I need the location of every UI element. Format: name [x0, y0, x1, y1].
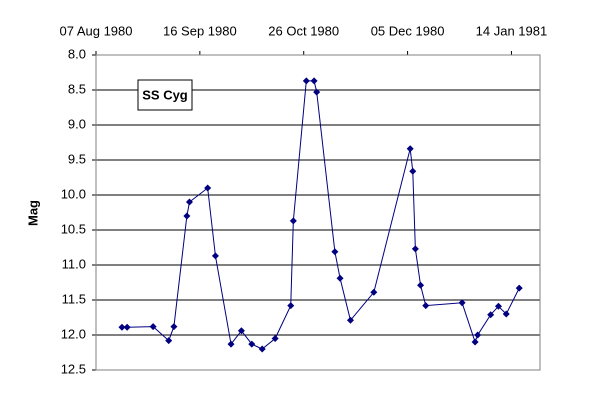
- marker: [204, 184, 212, 192]
- marker: [458, 299, 466, 307]
- marker: [494, 302, 502, 310]
- marker: [289, 217, 297, 225]
- marker: [346, 316, 354, 324]
- marker: [149, 323, 157, 331]
- marker: [287, 302, 295, 310]
- marker: [123, 323, 131, 331]
- x-tick-label: 16 Sep 1980: [163, 23, 237, 38]
- marker: [248, 340, 256, 348]
- y-tick-label: 9.5: [68, 151, 86, 166]
- marker: [237, 327, 245, 335]
- marker: [471, 338, 479, 346]
- marker: [170, 323, 178, 331]
- y-axis-label: Mag: [25, 200, 40, 226]
- y-tick-label: 12.5: [61, 361, 86, 376]
- x-tick-label: 26 Oct 1980: [268, 23, 339, 38]
- marker: [165, 337, 173, 345]
- plot-frame: [95, 54, 541, 371]
- marker: [406, 145, 414, 153]
- series-line: [121, 80, 520, 350]
- marker: [258, 345, 266, 353]
- marker: [417, 281, 425, 289]
- x-tick-label: 07 Aug 1980: [59, 23, 132, 38]
- y-tick-label: 8.0: [68, 46, 86, 61]
- y-tick-label: 12.0: [61, 326, 86, 341]
- y-tick-label: 9.0: [68, 116, 86, 131]
- marker: [487, 311, 495, 319]
- marker: [515, 284, 523, 292]
- marker: [211, 252, 219, 260]
- x-tick-label: 05 Dec 1980: [371, 23, 445, 38]
- y-tick-label: 10.5: [61, 221, 86, 236]
- marker: [331, 248, 339, 256]
- annotation-box: [137, 79, 193, 111]
- marker: [313, 88, 321, 96]
- marker: [474, 331, 482, 339]
- annotation: SS Cyg: [142, 87, 188, 102]
- marker: [185, 198, 193, 206]
- marker: [422, 302, 430, 310]
- marker: [310, 77, 318, 85]
- y-tick-label: 10.0: [61, 186, 86, 201]
- plot: 8.0 8.5 9.0 9.5 10.0 10.5 11.0 11.5 12.0 12.5 07 A…: [59, 23, 547, 376]
- marker: [411, 245, 419, 253]
- marker: [336, 274, 344, 282]
- x-tick-label: 14 Jan 1981: [476, 23, 548, 38]
- marker: [409, 167, 417, 175]
- marker: [183, 212, 191, 220]
- y-tick-label: 11.0: [62, 256, 86, 271]
- marker: [118, 323, 126, 331]
- marker: [271, 335, 279, 342]
- marker: [227, 340, 235, 348]
- y-tick-label: 8.5: [68, 81, 86, 96]
- marker: [502, 310, 510, 318]
- marker: [370, 288, 378, 296]
- y-tick-label: 11.5: [62, 291, 86, 306]
- marker: [302, 77, 310, 85]
